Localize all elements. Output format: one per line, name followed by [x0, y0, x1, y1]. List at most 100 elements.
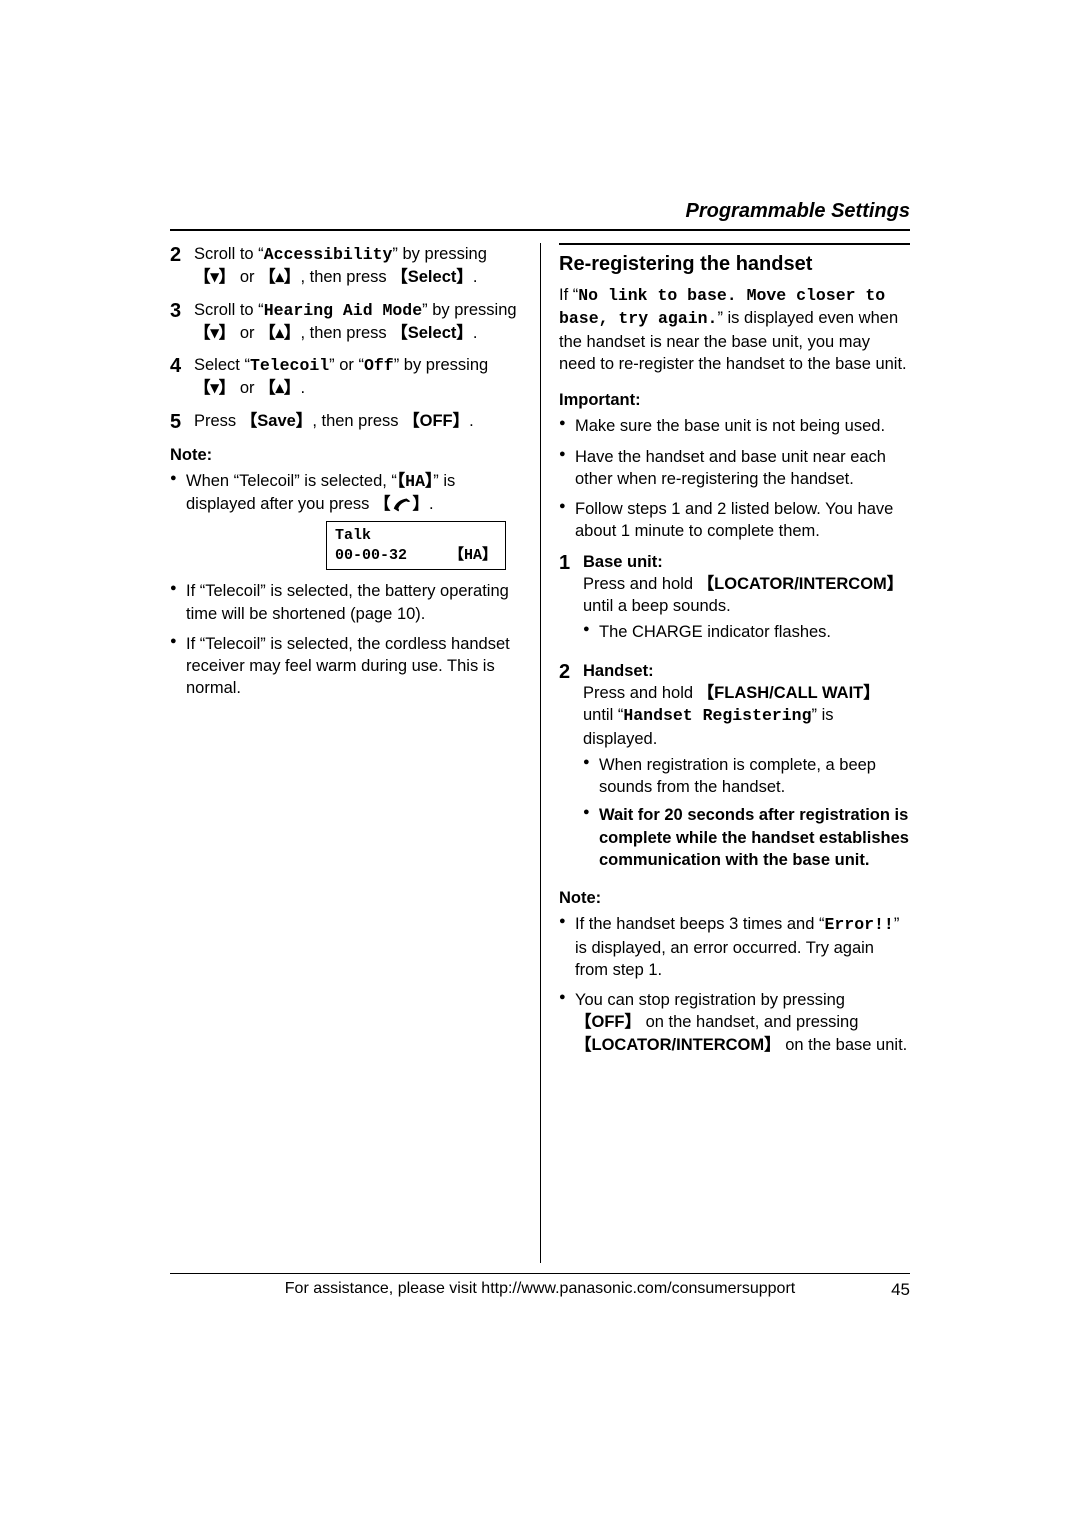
- step-body: Base unit: Press and hold 【LOCATOR/INTER…: [583, 551, 910, 650]
- text: Press and hold: [583, 684, 698, 702]
- step-number: 4: [170, 354, 194, 400]
- error-message: Error!!: [825, 915, 894, 934]
- note-item: When “Telecoil” is selected, “【HA】” is d…: [170, 470, 522, 571]
- step-number: 1: [559, 551, 583, 650]
- text: .: [429, 495, 434, 513]
- menu-item: Hearing Aid Mode: [264, 301, 422, 320]
- text: , then press: [300, 324, 391, 342]
- text: on the base unit.: [781, 1036, 908, 1054]
- page-number: 45: [891, 1280, 910, 1300]
- text: ” or “: [329, 356, 364, 374]
- important-label: Important:: [559, 389, 910, 411]
- intro-paragraph: If “No link to base. Move closer to base…: [559, 284, 910, 375]
- text: Scroll to “: [194, 301, 264, 319]
- option: Off: [364, 356, 394, 375]
- left-column: 2 Scroll to “Accessibility” by pressing …: [170, 243, 540, 1263]
- note-item: If “Telecoil” is selected, the cordless …: [170, 633, 522, 700]
- step-label: Base unit:: [583, 553, 663, 571]
- text: When “Telecoil” is selected, “: [186, 472, 397, 490]
- down-key: 【▾】: [194, 268, 235, 286]
- down-key: 【▾】: [194, 379, 235, 397]
- off-key: 【OFF】: [403, 412, 469, 430]
- note-item: You can stop registration by pressing 【O…: [559, 989, 910, 1056]
- page-content: Programmable Settings 2 Scroll to “Acces…: [170, 200, 910, 1263]
- step-body: Scroll to “Hearing Aid Mode” by pressing…: [194, 299, 522, 345]
- important-item: Make sure the base unit is not being use…: [559, 415, 910, 437]
- ha-indicator: 【HA】: [397, 472, 433, 491]
- sub-item: When registration is complete, a beep so…: [583, 754, 910, 799]
- text: Scroll to “: [194, 245, 264, 263]
- status-message: Handset Registering: [623, 706, 811, 725]
- locator-intercom-key: 【LOCATOR/INTERCOM】: [698, 575, 904, 593]
- save-key: 【Save】: [241, 412, 313, 430]
- step-label: Handset:: [583, 662, 654, 680]
- step-2: 2 Scroll to “Accessibility” by pressing …: [170, 243, 522, 289]
- step-number: 5: [170, 410, 194, 434]
- text: until “: [583, 706, 623, 724]
- step-number: 2: [170, 243, 194, 289]
- up-key: 【▴】: [259, 379, 300, 397]
- important-item: Have the handset and base unit near each…: [559, 446, 910, 491]
- text: If “: [559, 286, 578, 304]
- off-key: 【OFF】: [575, 1013, 641, 1031]
- note-label: Note:: [170, 444, 522, 466]
- text: , then press: [312, 412, 403, 430]
- ha-indicator: 【HA】: [449, 546, 497, 566]
- emphasis: Wait for 20 seconds after registration i…: [599, 806, 909, 869]
- step-number: 3: [170, 299, 194, 345]
- right-column: Re-registering the handset If “No link t…: [540, 243, 910, 1263]
- step-body: Handset: Press and hold 【FLASH/CALL WAIT…: [583, 660, 910, 877]
- step-body: Select “Telecoil” or “Off” by pressing 【…: [194, 354, 522, 400]
- text: .: [300, 379, 305, 397]
- option: Telecoil: [250, 356, 329, 375]
- text: Press and hold: [583, 575, 698, 593]
- step-2-handset: 2 Handset: Press and hold 【FLASH/CALL WA…: [559, 660, 910, 877]
- text: or: [235, 268, 259, 286]
- locator-intercom-key: 【LOCATOR/INTERCOM】: [575, 1036, 781, 1054]
- display-line1: Talk: [335, 526, 497, 546]
- text: ” by pressing: [392, 245, 486, 263]
- step-1-base: 1 Base unit: Press and hold 【LOCATOR/INT…: [559, 551, 910, 650]
- note-list: If the handset beeps 3 times and “Error!…: [559, 913, 910, 1056]
- select-key: 【Select】: [391, 268, 473, 286]
- text: If the handset beeps 3 times and “: [575, 915, 825, 933]
- step-5: 5 Press 【Save】, then press 【OFF】.: [170, 410, 522, 434]
- text: on the handset, and pressing: [641, 1013, 858, 1031]
- section-title: Re-registering the handset: [559, 251, 910, 278]
- running-head: Programmable Settings: [170, 200, 910, 231]
- important-list: Make sure the base unit is not being use…: [559, 415, 910, 542]
- two-column-layout: 2 Scroll to “Accessibility” by pressing …: [170, 243, 910, 1263]
- timer: 00-00-32: [335, 546, 407, 566]
- step-number: 2: [559, 660, 583, 877]
- note-item: If the handset beeps 3 times and “Error!…: [559, 913, 910, 981]
- display-line2: 00-00-32 【HA】: [335, 546, 497, 566]
- note-item: If “Telecoil” is selected, the battery o…: [170, 580, 522, 625]
- text: Select “: [194, 356, 250, 374]
- text: or: [235, 324, 259, 342]
- text: or: [235, 379, 259, 397]
- select-key: 【Select】: [391, 324, 473, 342]
- text: ” by pressing: [422, 301, 516, 319]
- text: .: [473, 324, 478, 342]
- text: until a beep sounds.: [583, 597, 731, 615]
- step-body: Press 【Save】, then press 【OFF】.: [194, 410, 522, 434]
- sub-item: Wait for 20 seconds after registration i…: [583, 804, 910, 871]
- note-label: Note:: [559, 887, 910, 909]
- note-list: When “Telecoil” is selected, “【HA】” is d…: [170, 470, 522, 700]
- footer: For assistance, please visit http://www.…: [170, 1273, 910, 1298]
- lcd-display-example: Talk 00-00-32 【HA】: [326, 521, 506, 570]
- step-3: 3 Scroll to “Hearing Aid Mode” by pressi…: [170, 299, 522, 345]
- text: ” by pressing: [394, 356, 488, 374]
- up-key: 【▴】: [259, 268, 300, 286]
- sub-item: The CHARGE indicator flashes.: [583, 621, 910, 643]
- step-4: 4 Select “Telecoil” or “Off” by pressing…: [170, 354, 522, 400]
- sub-list: The CHARGE indicator flashes.: [583, 621, 910, 643]
- step-body: Scroll to “Accessibility” by pressing 【▾…: [194, 243, 522, 289]
- up-key: 【▴】: [259, 324, 300, 342]
- flash-call-wait-key: 【FLASH/CALL WAIT】: [698, 684, 880, 702]
- text: You can stop registration by pressing: [575, 991, 845, 1009]
- text: .: [469, 412, 474, 430]
- text: , then press: [300, 268, 391, 286]
- talk-key-icon: 【】: [374, 495, 429, 513]
- section-rule: [559, 243, 910, 245]
